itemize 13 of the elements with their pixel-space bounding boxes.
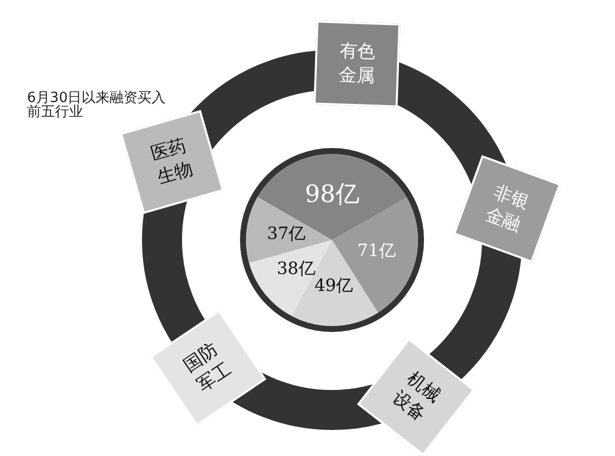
slice-label: 非银金融 (482, 180, 534, 238)
data-label: 98亿 (304, 180, 360, 208)
slice-label: 机械设备 (386, 366, 445, 428)
slice-label: 有色金属 (337, 39, 377, 88)
data-label: 71亿 (357, 241, 396, 262)
slice-label: 国防军工 (180, 338, 237, 398)
label-box: 医药生物 (120, 110, 224, 214)
data-label: 37亿 (267, 224, 306, 244)
data-label: 49亿 (314, 276, 354, 296)
slice-label: 医药生物 (147, 134, 196, 190)
data-label: 38亿 (276, 258, 316, 279)
label-box: 非银金融 (453, 155, 562, 263)
label-box: 有色金属 (313, 20, 400, 108)
